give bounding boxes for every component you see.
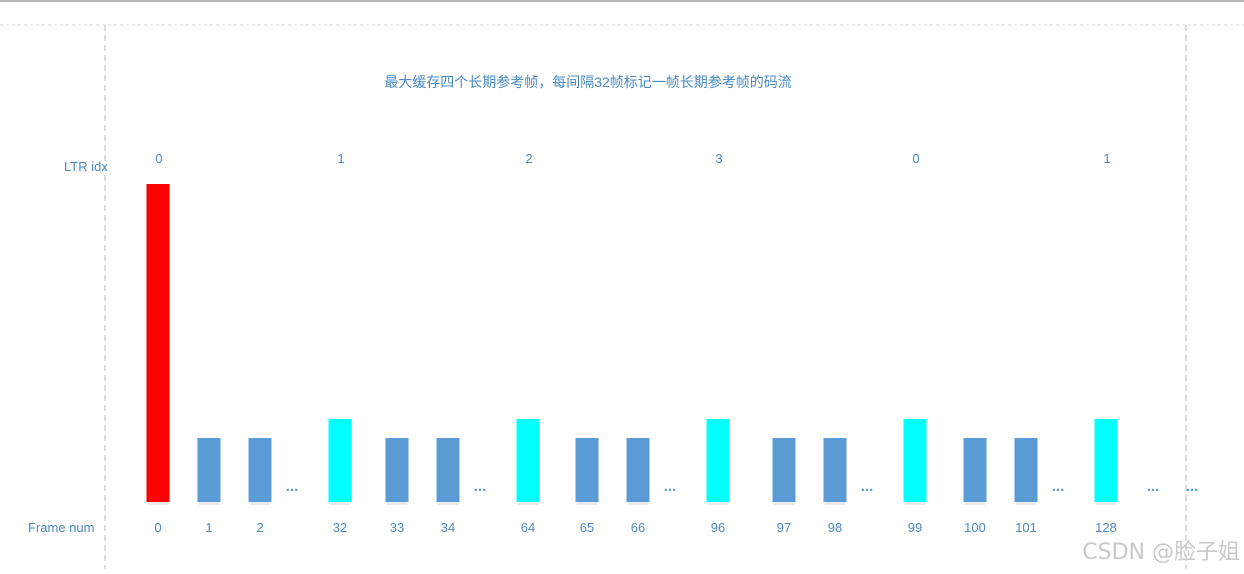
frame-num-label-value: 98 — [828, 520, 842, 535]
frame-num-label: Frame num — [28, 520, 94, 535]
frames-layer: 0 0 1 2... 32 1 33 34... 64 2 65 66... 96 3 97 98... 99 0… — [146, 151, 1199, 535]
frame-bar-shadow — [329, 502, 351, 505]
frame-bar-shadow — [198, 502, 220, 505]
frame-num-label-value: 32 — [333, 520, 347, 535]
ellipsis-mark: ... — [664, 478, 677, 495]
frame-num-label-value: 99 — [908, 520, 922, 535]
frame-bar-ltr — [903, 419, 927, 502]
diagram-title: 最大缓存四个长期参考帧，每间隔32帧标记一帧长期参考帧的码流 — [384, 74, 792, 90]
frame-bar-ltr — [1094, 419, 1118, 502]
ltr-idx-value: 0 — [155, 151, 162, 166]
ellipsis-mark: ... — [1052, 478, 1065, 495]
frame-bar-shadow — [1095, 502, 1117, 505]
ellipsis-mark: ... — [1186, 478, 1199, 495]
ltr-idx-value: 1 — [1103, 151, 1110, 166]
watermark: CSDN @脸子姐 — [1082, 540, 1240, 565]
ltr-idx-value: 3 — [715, 151, 722, 166]
ellipsis-mark: ... — [286, 478, 299, 495]
frame-bar-shadow — [707, 502, 729, 505]
frame-num-label-value: 97 — [777, 520, 791, 535]
frame-bar-shadow — [386, 502, 408, 505]
frame-num-label-value: 64 — [521, 520, 535, 535]
frame-num-label-value: 0 — [154, 520, 161, 535]
frame-num-label-value: 1 — [205, 520, 212, 535]
ellipsis-mark: ... — [1147, 478, 1160, 495]
frame-bar-ltr — [328, 419, 352, 502]
frame-bar — [963, 438, 987, 502]
frame-bar-shadow — [627, 502, 649, 505]
frame-bar-shadow — [576, 502, 598, 505]
ltr-idx-value: 0 — [912, 151, 919, 166]
frame-num-label-value: 128 — [1095, 520, 1117, 535]
frame-bar-shadow — [904, 502, 926, 505]
frame-bar-shadow — [824, 502, 846, 505]
frame-bar-ltr — [706, 419, 730, 502]
frame-bar-shadow — [1015, 502, 1037, 505]
frame-num-label-value: 66 — [631, 520, 645, 535]
frame-num-label-value: 101 — [1015, 520, 1037, 535]
frame-num-label-value: 33 — [390, 520, 404, 535]
frame-num-label-value: 100 — [964, 520, 986, 535]
frame-bar — [248, 438, 272, 502]
frame-bar — [385, 438, 409, 502]
frame-bar — [197, 438, 221, 502]
frame-num-label-value: 96 — [711, 520, 725, 535]
frame-bar — [1014, 438, 1038, 502]
frame-bar-shadow — [147, 502, 169, 505]
frame-num-label-value: 34 — [441, 520, 455, 535]
frame-num-label-value: 65 — [580, 520, 594, 535]
frame-bar-shadow — [249, 502, 271, 505]
frame-bar-shadow — [437, 502, 459, 505]
frame-bar — [575, 438, 599, 502]
frame-bar — [772, 438, 796, 502]
frame-bar — [823, 438, 847, 502]
frame-bar-first-ltr — [146, 184, 170, 502]
frame-bar — [436, 438, 460, 502]
frame-bar-ltr — [516, 419, 540, 502]
ellipsis-mark: ... — [474, 478, 487, 495]
ltr-idx-value: 2 — [525, 151, 532, 166]
frame-num-label-value: 2 — [256, 520, 263, 535]
frame-bar-shadow — [773, 502, 795, 505]
frame-bar-shadow — [964, 502, 986, 505]
frame-bar-shadow — [517, 502, 539, 505]
ltr-idx-label: LTR idx — [64, 159, 108, 174]
frame-bar — [626, 438, 650, 502]
ltr-idx-value: 1 — [337, 151, 344, 166]
ellipsis-mark: ... — [861, 478, 874, 495]
